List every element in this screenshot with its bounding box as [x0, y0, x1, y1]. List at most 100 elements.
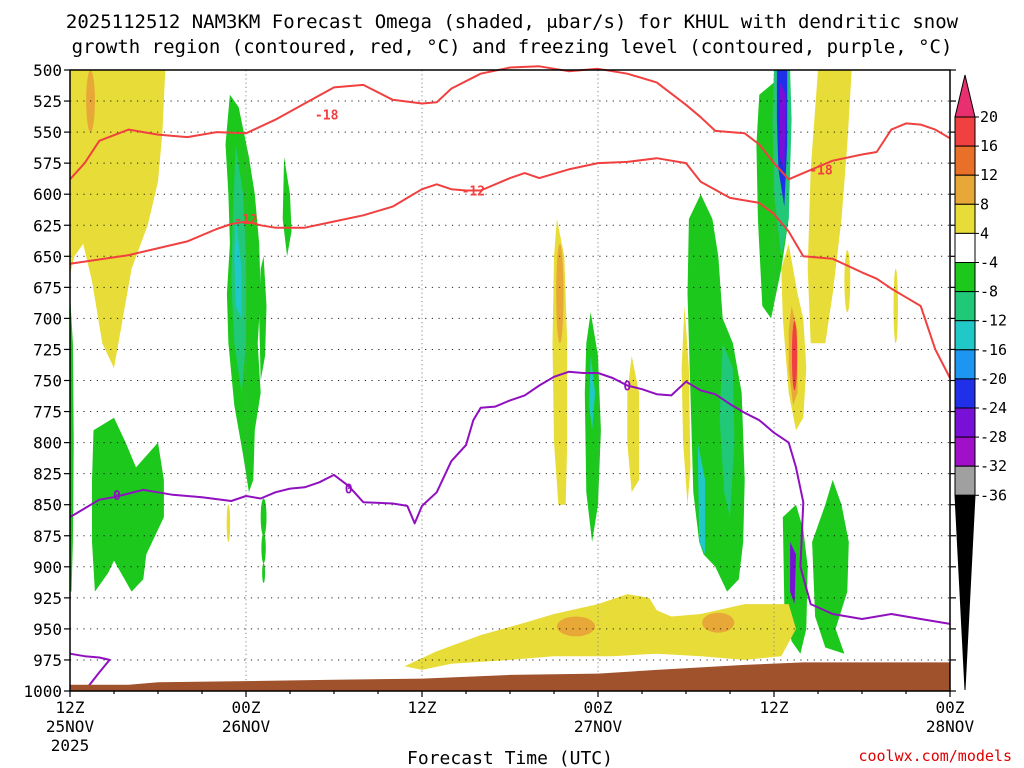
- omega-area-pos-4: [226, 504, 231, 542]
- omega-area-neg-4: [261, 533, 266, 564]
- colorbar-segment: [954, 320, 976, 351]
- omega-area-neg-4: [260, 498, 267, 536]
- omega-area-neg-12: [697, 442, 706, 555]
- y-tick-label: 700: [33, 309, 62, 328]
- colorbar-segment: [954, 116, 976, 147]
- omega-area-neg-4: [262, 563, 266, 583]
- x-tick-label: 00Z: [936, 698, 965, 717]
- chart-title-line-2: growth region (contoured, red, °C) and f…: [72, 36, 953, 58]
- colorbar-segment: [954, 465, 976, 496]
- colorbar-segment: [954, 232, 976, 263]
- x-tick-label: 12Z: [760, 698, 789, 717]
- isotherm-minus18-line: [69, 65, 951, 181]
- contour-label: -18: [809, 163, 833, 178]
- omega-area-pos-4: [807, 70, 852, 344]
- grid-lines: [70, 70, 950, 691]
- y-tick-label: 675: [33, 278, 62, 297]
- x-tick-label: 2025: [51, 736, 90, 755]
- colorbar-label: -16: [980, 341, 1007, 359]
- omega-area-pos-4: [627, 355, 640, 493]
- y-tick-label: 750: [33, 372, 62, 391]
- omega-area-pos-4: [681, 306, 691, 505]
- colorbar-label: -8: [980, 283, 998, 301]
- colorbar-label: 16: [980, 137, 998, 155]
- contour-label: -12: [234, 213, 257, 228]
- omega-area-neg-12: [234, 219, 242, 319]
- x-tick-label: 28NOV: [926, 717, 975, 736]
- y-tick-label: 550: [33, 123, 62, 142]
- ground-terrain: [70, 662, 950, 691]
- colorbar-top-arrow: [954, 74, 976, 118]
- x-tick-label: 12Z: [408, 698, 437, 717]
- y-tick-label: 525: [33, 92, 62, 111]
- omega-area-pos-16: [791, 320, 798, 391]
- colorbar-segment: [954, 436, 976, 467]
- terrain-ground: [70, 662, 950, 691]
- y-tick-label: 975: [33, 651, 62, 670]
- y-tick-label: 825: [33, 465, 62, 484]
- y-tick-label: 875: [33, 527, 62, 546]
- y-tick-label: 800: [33, 434, 62, 453]
- omega-area-pos-8: [556, 243, 564, 344]
- omega-area-neg-4: [812, 479, 849, 654]
- omega-area-pos-4: [404, 594, 796, 670]
- x-tick-label: 00Z: [232, 698, 261, 717]
- isotherm-minus12-line: [69, 157, 951, 379]
- colorbar-label: -12: [980, 312, 1007, 330]
- omega-area-neg-12: [589, 355, 596, 431]
- colorbar-segment: [954, 349, 976, 380]
- colorbar-segment: [954, 203, 976, 234]
- omega-area-neg-8: [719, 343, 735, 518]
- plot-area: -18 -12 -12 -18 0 0 0: [69, 65, 951, 692]
- omega-area-neg-24: [779, 82, 786, 170]
- y-tick-label: 600: [33, 185, 62, 204]
- x-tick-label: 26NOV: [222, 717, 271, 736]
- isotherm-contours: [69, 65, 951, 692]
- y-tick-label: 650: [33, 247, 62, 266]
- colorbar-label: 20: [980, 108, 998, 126]
- omega-area-neg-4: [584, 312, 601, 542]
- chart-title-line-1: 2025112512 NAM3KM Forecast Omega (shaded…: [66, 11, 959, 33]
- contour-labels: -18 -12 -12 -18 0 0 0: [113, 109, 833, 504]
- contour-label: -18: [315, 109, 339, 124]
- y-tick-label: 775: [33, 403, 62, 422]
- y-axis: 500 525 550 575 600 625 650 675 700 725 750 775 800 8…: [23, 61, 956, 701]
- x-axis-label: Forecast Time (UTC): [407, 748, 613, 768]
- y-tick-label: 950: [33, 620, 62, 639]
- y-tick-label: 850: [33, 496, 62, 515]
- y-tick-label: 925: [33, 589, 62, 608]
- colorbar-segment: [954, 145, 976, 176]
- omega-shading: [70, 70, 898, 670]
- omega-area-pos-4: [70, 70, 166, 369]
- contour-label: -12: [462, 184, 485, 199]
- x-tick-label: 00Z: [584, 698, 613, 717]
- omega-area-neg-4: [282, 156, 292, 257]
- colorbar-label: -28: [980, 428, 1007, 446]
- x-tick-label: 27NOV: [574, 717, 623, 736]
- freezing-level-line: [69, 370, 951, 625]
- colorbar-label: 12: [980, 166, 998, 184]
- colorbar-bottom-arrow: [954, 494, 976, 691]
- contour-label: 0: [623, 379, 631, 394]
- x-tick-label: 25NOV: [46, 717, 95, 736]
- y-tick-label: 725: [33, 340, 62, 359]
- colorbar-label: -32: [980, 457, 1007, 475]
- y-tick-label: 575: [33, 154, 62, 173]
- y-tick-label: 500: [33, 61, 62, 80]
- omega-area-pos-8: [702, 612, 735, 633]
- contour-label: 0: [113, 489, 121, 504]
- y-tick-label: 900: [33, 558, 62, 577]
- omega-area-neg-24: [790, 542, 796, 605]
- credit-text: coolwx.com/models: [858, 747, 1012, 765]
- omega-area-neg-4: [92, 417, 164, 592]
- x-tick-label: 12Z: [56, 698, 85, 717]
- colorbar-label: 4: [980, 224, 989, 242]
- colorbar: 20 16 12 8 4 -4 -8 -12 -16 -20 -24 -28 -32 -36: [954, 74, 1007, 691]
- colorbar-segment: [954, 262, 976, 293]
- y-tick-label: 1000: [23, 682, 62, 701]
- y-tick-label: 625: [33, 216, 62, 235]
- colorbar-segment: [954, 174, 976, 205]
- colorbar-label: 8: [980, 195, 989, 213]
